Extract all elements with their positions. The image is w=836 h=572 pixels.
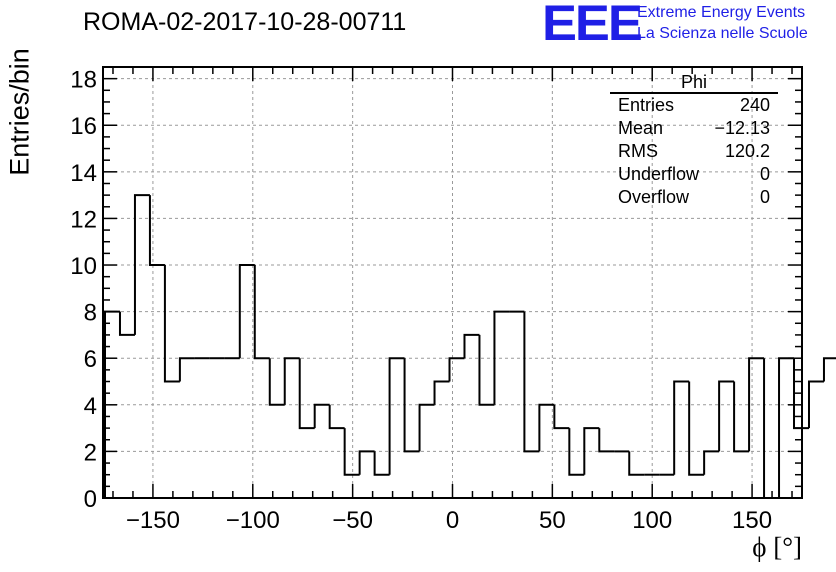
histogram-bin	[403, 358, 420, 453]
histogram-bin	[238, 264, 255, 359]
axis-tick-labels: −150 −100 −50 0 50 100 150 0 2 4 6 8 10 12 14 16 18	[70, 67, 772, 534]
histogram-bin	[343, 428, 360, 476]
histogram-bin	[328, 404, 345, 430]
stats-value: 120.2	[724, 141, 770, 161]
histogram-bin	[628, 451, 645, 476]
y-tick-label: 2	[84, 439, 97, 466]
histogram-bin	[478, 334, 495, 406]
histogram-bin	[598, 428, 615, 453]
histogram-bin	[298, 358, 315, 430]
histogram-bin	[418, 403, 435, 452]
stats-box: Phi Entries 240 Mean −12.13 RMS 120.2 Un…	[610, 72, 778, 209]
histogram-bin	[253, 265, 270, 360]
histogram-bin	[313, 403, 330, 429]
histogram-bin	[523, 311, 540, 453]
stats-value: 240	[739, 95, 770, 115]
histogram-bin	[373, 451, 390, 476]
stats-row-overflow: Overflow 0	[610, 186, 778, 209]
histogram-bin	[703, 450, 720, 475]
stats-value: 0	[759, 187, 770, 207]
histogram-bin	[583, 427, 600, 475]
y-tick-label: 8	[84, 300, 97, 327]
histogram-bin	[118, 311, 135, 336]
x-axis-label: ϕ [°]	[752, 532, 802, 562]
y-tick-label: 4	[84, 393, 97, 420]
histogram-bin	[433, 380, 450, 405]
y-tick-label: 18	[70, 67, 97, 94]
x-tick-label: −50	[332, 507, 373, 534]
run-title: ROMA-02-2017-10-28-00711	[83, 8, 407, 36]
histogram-bin	[358, 450, 375, 475]
x-tick-label: 0	[446, 507, 459, 534]
histogram-bin	[733, 381, 750, 453]
stats-row-rms: RMS 120.2	[610, 140, 778, 163]
histogram-bin	[822, 357, 836, 382]
histogram-bin	[283, 357, 300, 405]
y-tick-label: 10	[70, 253, 97, 280]
x-tick-label: −150	[126, 507, 180, 534]
eee-logo: EEE	[542, 0, 643, 51]
histogram-bin	[463, 333, 480, 359]
stats-value: −12.13	[714, 118, 770, 138]
stats-value: 0	[759, 164, 770, 184]
histogram-bin	[793, 358, 809, 430]
y-tick-label: 12	[70, 206, 97, 233]
x-tick-label: 100	[632, 507, 672, 534]
logo-subtitle-line2: La Scienza nelle Scuole	[637, 25, 808, 42]
histogram-bin	[448, 357, 465, 382]
histogram-bin	[133, 194, 150, 335]
histogram-bin	[778, 357, 795, 498]
y-axis-label: Entries/bin	[4, 48, 35, 176]
histogram-bin	[688, 381, 705, 476]
logo-subtitle-line1: Extreme Energy Events	[637, 4, 806, 21]
histogram-bin	[763, 358, 780, 499]
stats-row-entries: Entries 240	[610, 94, 778, 117]
x-tick-label: −100	[226, 507, 280, 534]
histogram-bin	[718, 380, 735, 452]
histogram-bin	[163, 265, 180, 383]
histogram-bin	[568, 428, 585, 476]
stats-row-underflow: Underflow 0	[610, 163, 778, 186]
stats-label: Mean	[618, 118, 664, 138]
stats-label: Entries	[618, 95, 675, 115]
stats-label: Underflow	[618, 164, 700, 184]
x-tick-label: 150	[732, 507, 772, 534]
histogram-bin	[388, 357, 405, 475]
stats-title: Phi	[610, 72, 778, 94]
y-tick-label: 14	[70, 160, 97, 187]
histogram-bin	[673, 380, 690, 475]
y-tick-label: 0	[84, 486, 97, 513]
histogram-bin	[493, 310, 510, 405]
histogram-bin	[538, 403, 555, 452]
y-tick-label: 6	[84, 346, 97, 373]
x-tick-label: 50	[539, 507, 566, 534]
axis-ticks	[103, 67, 802, 499]
histogram-bin	[178, 357, 195, 382]
stats-row-mean: Mean −12.13	[610, 117, 778, 140]
histogram-bin	[268, 358, 285, 406]
histogram-bin	[807, 380, 824, 429]
histogram-bins	[103, 194, 836, 499]
stats-label: RMS	[618, 141, 658, 161]
y-tick-label: 16	[70, 113, 97, 140]
histogram-bin	[148, 195, 165, 267]
histogram-bin	[748, 357, 765, 452]
stats-label: Overflow	[618, 187, 690, 207]
histogram-bin	[553, 404, 570, 430]
